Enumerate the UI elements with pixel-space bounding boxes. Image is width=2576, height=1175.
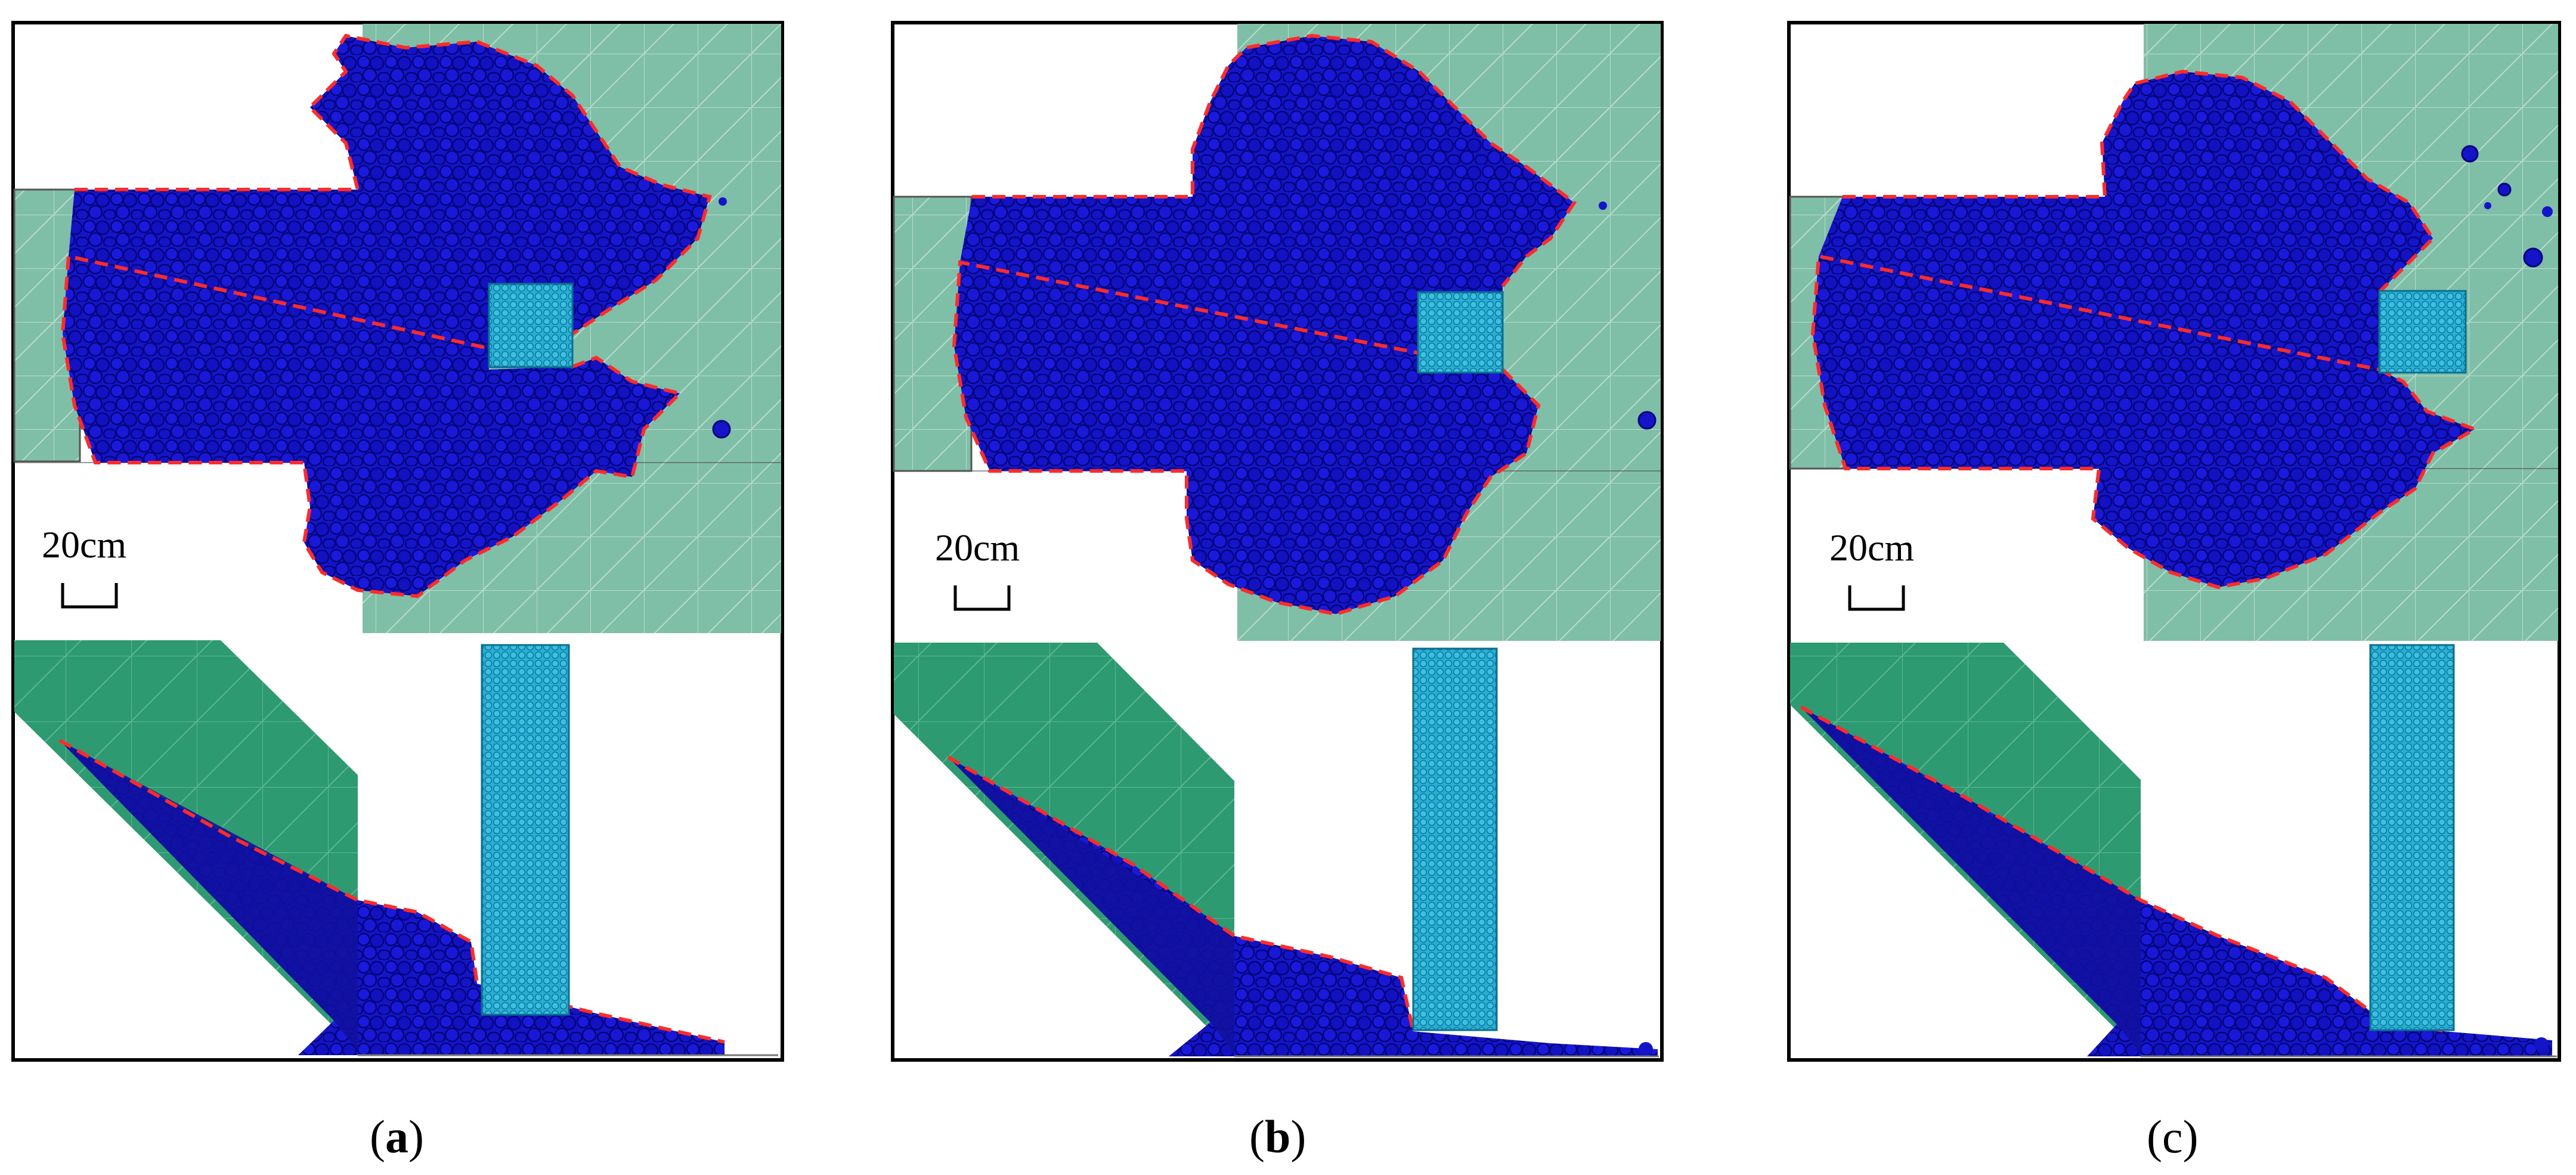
debris-on-chute — [948, 757, 1234, 1054]
caption-b: (b) — [1249, 1110, 1306, 1164]
caption-b-close: ) — [1290, 1111, 1306, 1162]
debris-side-view — [60, 740, 724, 1055]
debris-on-chute — [60, 740, 358, 1050]
scale-label: 20cm — [42, 523, 126, 566]
debris-top-view — [1813, 72, 2475, 587]
debris-top-view — [63, 36, 710, 596]
caption-a: (a) — [370, 1110, 424, 1164]
panel-a-top-view — [13, 24, 781, 633]
panel-b-top-view — [893, 24, 1661, 641]
debris-side-view — [1801, 707, 2552, 1056]
caption-c: (c) — [2147, 1110, 2199, 1164]
scale-bar-icon — [61, 583, 118, 609]
obstacle-pillar-side — [2369, 644, 2455, 1031]
panel-b-side-view — [894, 643, 1659, 1058]
panel-a: 20cm — [11, 21, 784, 1062]
scale-bar-icon — [1848, 585, 1905, 611]
obstacle-pillar-side — [481, 644, 570, 1016]
panel-c-top-view — [1789, 24, 2558, 641]
boundary-dashed-side — [947, 755, 1415, 1032]
caption-c-open: ( — [2147, 1111, 2162, 1162]
panel-a-side-view — [14, 640, 778, 1056]
obstacle-pillar-side — [1412, 647, 1498, 1031]
scale-bar: 20cm — [935, 526, 1020, 611]
boundary-dashed-side — [58, 739, 725, 1044]
caption-c-letter: c — [2162, 1111, 2183, 1162]
panel-c-side-view — [1790, 643, 2557, 1058]
caption-a-close: ) — [408, 1111, 424, 1162]
scale-bar-icon — [953, 585, 1011, 611]
scale-bar: 20cm — [1829, 526, 1914, 611]
scale-bar: 20cm — [42, 523, 126, 609]
obstacle-block-top — [1417, 291, 1504, 374]
panel-c: 20cm — [1787, 21, 2561, 1062]
caption-a-open: ( — [370, 1111, 385, 1162]
obstacle-block-top — [488, 283, 574, 368]
caption-c-close: ) — [2182, 1111, 2199, 1162]
caption-b-open: ( — [1249, 1111, 1265, 1162]
boundary-dashed-top — [952, 33, 1577, 616]
caption-b-letter: b — [1264, 1111, 1291, 1162]
boundary-dashed-top — [1810, 69, 2479, 590]
scale-label: 20cm — [1829, 526, 1914, 569]
boundary-dashed-top — [60, 33, 712, 599]
panel-b: 20cm — [891, 21, 1664, 1062]
debris-side-view — [948, 757, 1658, 1056]
obstacle-block-top — [2378, 290, 2467, 374]
scale-label: 20cm — [935, 526, 1020, 569]
caption-a-letter: a — [385, 1111, 408, 1162]
debris-on-chute — [1801, 707, 2141, 1054]
debris-top-view — [954, 36, 1574, 614]
